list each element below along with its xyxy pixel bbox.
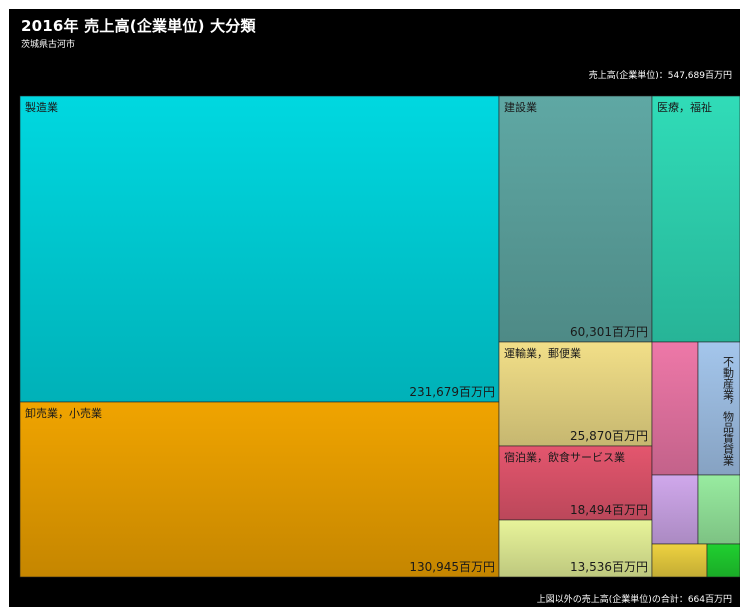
treemap-cell	[706, 543, 740, 578]
cell-label: 製造業	[25, 100, 58, 114]
treemap-cell: 卸売業，小売業 130,945百万円	[19, 401, 500, 578]
chart-frame: 2016年 売上高(企業単位) 大分類 茨城県古河市 売上高(企業単位)：547…	[9, 9, 740, 607]
treemap-rect	[706, 543, 740, 578]
cell-label: 不動産業，物品賃貸業	[722, 356, 735, 466]
treemap-rect	[498, 519, 653, 578]
treemap-cell	[697, 474, 740, 545]
treemap-cell: 不動産業，物品賃貸業	[697, 341, 740, 476]
treemap-cell: 製造業 231,679百万円	[19, 95, 500, 403]
cell-value-label: 60,301百万円	[570, 325, 648, 339]
treemap-cell: 宿泊業，飲食サービス業 18,494百万円	[498, 445, 653, 521]
cell-label: 卸売業，小売業	[25, 406, 102, 420]
treemap-rect	[697, 474, 740, 545]
cell-label: 医療，福祉	[657, 100, 712, 114]
cell-label: 宿泊業，飲食サービス業	[504, 450, 625, 464]
treemap-rect	[498, 341, 653, 447]
treemap-cell	[651, 341, 699, 476]
cell-value-label: 25,870百万円	[570, 429, 648, 443]
treemap-rect	[651, 341, 699, 476]
treemap-rect	[651, 95, 740, 343]
treemap-cell	[651, 474, 699, 545]
treemap-rect	[19, 95, 500, 403]
treemap-rect	[697, 341, 740, 476]
treemap-cell: 医療，福祉	[651, 95, 740, 343]
cell-value-label: 18,494百万円	[570, 503, 648, 517]
chart-title: 2016年 売上高(企業単位) 大分類	[21, 17, 256, 35]
footer-note: 上図以外の売上高(企業単位)の合計：664百万円	[536, 595, 732, 605]
cell-value-label: 130,945百万円	[409, 560, 495, 574]
cell-value-label: 231,679百万円	[409, 385, 495, 399]
total-sales: 売上高(企業単位)：547,689百万円	[588, 71, 732, 81]
treemap-rect	[498, 95, 653, 343]
treemap-rect	[19, 401, 500, 578]
treemap-rect	[651, 474, 699, 545]
chart-subtitle: 茨城県古河市	[21, 40, 76, 50]
cell-label: 運輸業，郵便業	[504, 346, 581, 360]
treemap-cell: 運輸業，郵便業 25,870百万円	[498, 341, 653, 447]
treemap-cell: 13,536百万円	[498, 519, 653, 578]
treemap-cell: 建設業 60,301百万円	[498, 95, 653, 343]
treemap-rect	[651, 543, 708, 578]
cell-label: 建設業	[504, 100, 537, 114]
cell-value-label: 13,536百万円	[570, 560, 648, 574]
treemap-cell	[651, 543, 708, 578]
